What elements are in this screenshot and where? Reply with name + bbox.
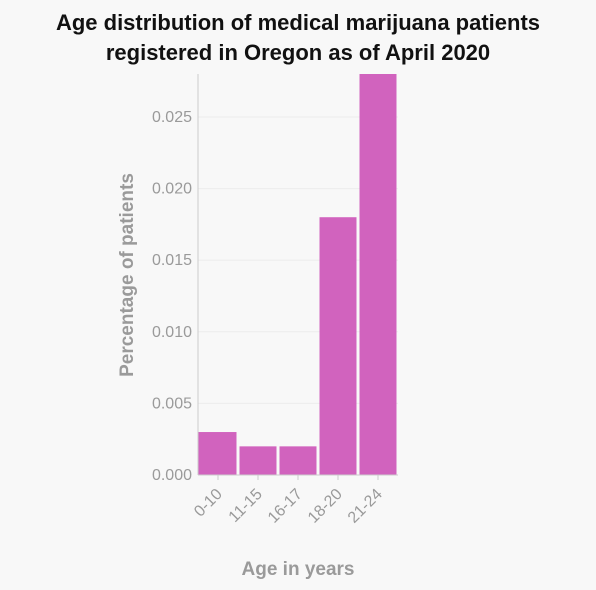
x-axis-label: Age in years — [242, 559, 355, 580]
x-axis-ticks: 0-10 11-15 16-17 18-20 21-24 — [191, 475, 386, 527]
y-tick-label: 0.020 — [152, 181, 192, 198]
y-tick-label: 0.010 — [152, 324, 192, 341]
bar-0-10 — [198, 432, 237, 475]
y-tick-label: 0.015 — [152, 252, 192, 269]
chart-title: Age distribution of medical marijuana pa… — [0, 8, 596, 68]
bar-18-20 — [319, 217, 357, 475]
bar-21-24 — [359, 74, 397, 475]
bar-11-15 — [239, 446, 277, 475]
x-tick-label: 21-24 — [345, 486, 386, 527]
x-tick-label: 18-20 — [305, 486, 346, 527]
y-axis-label: Percentage of patients — [117, 173, 138, 377]
chart-title-line-1: Age distribution of medical marijuana pa… — [55, 10, 541, 35]
bar-16-17 — [279, 446, 317, 475]
y-axis-ticks: 0.000 0.005 0.010 0.015 0.020 0.025 — [152, 109, 192, 484]
chart-title-line-2: registered in Oregon as of April 2020 — [105, 40, 491, 65]
x-tick-label: 11-15 — [226, 486, 266, 526]
x-tick-label: 16-17 — [265, 486, 306, 527]
y-tick-label: 0.025 — [152, 109, 192, 126]
y-tick-label: 0.005 — [152, 395, 192, 412]
bars — [198, 74, 397, 475]
y-tick-label: 0.000 — [152, 467, 192, 484]
x-tick-label: 0-10 — [191, 486, 226, 521]
